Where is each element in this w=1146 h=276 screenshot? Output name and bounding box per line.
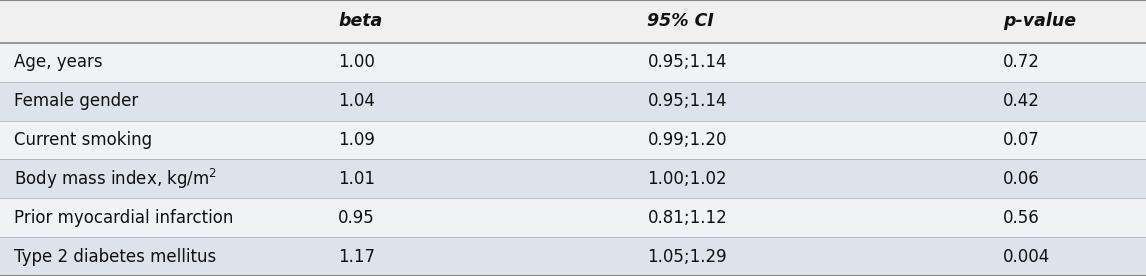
Text: Female gender: Female gender xyxy=(14,92,138,110)
Bar xyxy=(0,160,1146,198)
Text: 95% CI: 95% CI xyxy=(647,12,714,30)
Text: 0.99;1.20: 0.99;1.20 xyxy=(647,131,727,149)
Text: p-value: p-value xyxy=(1003,12,1076,30)
Text: 0.95;1.14: 0.95;1.14 xyxy=(647,53,727,71)
Bar xyxy=(0,237,1146,276)
Bar xyxy=(0,0,1146,43)
Text: Prior myocardial infarction: Prior myocardial infarction xyxy=(14,209,233,227)
Bar xyxy=(0,198,1146,237)
Text: Type 2 diabetes mellitus: Type 2 diabetes mellitus xyxy=(14,248,215,266)
Text: 0.06: 0.06 xyxy=(1003,170,1039,188)
Text: 1.17: 1.17 xyxy=(338,248,375,266)
Text: 0.81;1.12: 0.81;1.12 xyxy=(647,209,728,227)
Bar xyxy=(0,43,1146,82)
Text: 0.56: 0.56 xyxy=(1003,209,1039,227)
Text: 1.04: 1.04 xyxy=(338,92,375,110)
Text: Body mass index, kg/m$^2$: Body mass index, kg/m$^2$ xyxy=(14,167,217,191)
Text: 1.01: 1.01 xyxy=(338,170,375,188)
Bar xyxy=(0,82,1146,121)
Text: Age, years: Age, years xyxy=(14,53,102,71)
Text: 0.95;1.14: 0.95;1.14 xyxy=(647,92,727,110)
Bar xyxy=(0,121,1146,160)
Text: 0.07: 0.07 xyxy=(1003,131,1039,149)
Text: 1.00;1.02: 1.00;1.02 xyxy=(647,170,727,188)
Text: 0.42: 0.42 xyxy=(1003,92,1039,110)
Text: Current smoking: Current smoking xyxy=(14,131,152,149)
Text: 0.004: 0.004 xyxy=(1003,248,1050,266)
Text: 0.72: 0.72 xyxy=(1003,53,1039,71)
Text: 1.05;1.29: 1.05;1.29 xyxy=(647,248,727,266)
Text: 1.09: 1.09 xyxy=(338,131,375,149)
Text: 1.00: 1.00 xyxy=(338,53,375,71)
Text: beta: beta xyxy=(338,12,383,30)
Text: 0.95: 0.95 xyxy=(338,209,375,227)
